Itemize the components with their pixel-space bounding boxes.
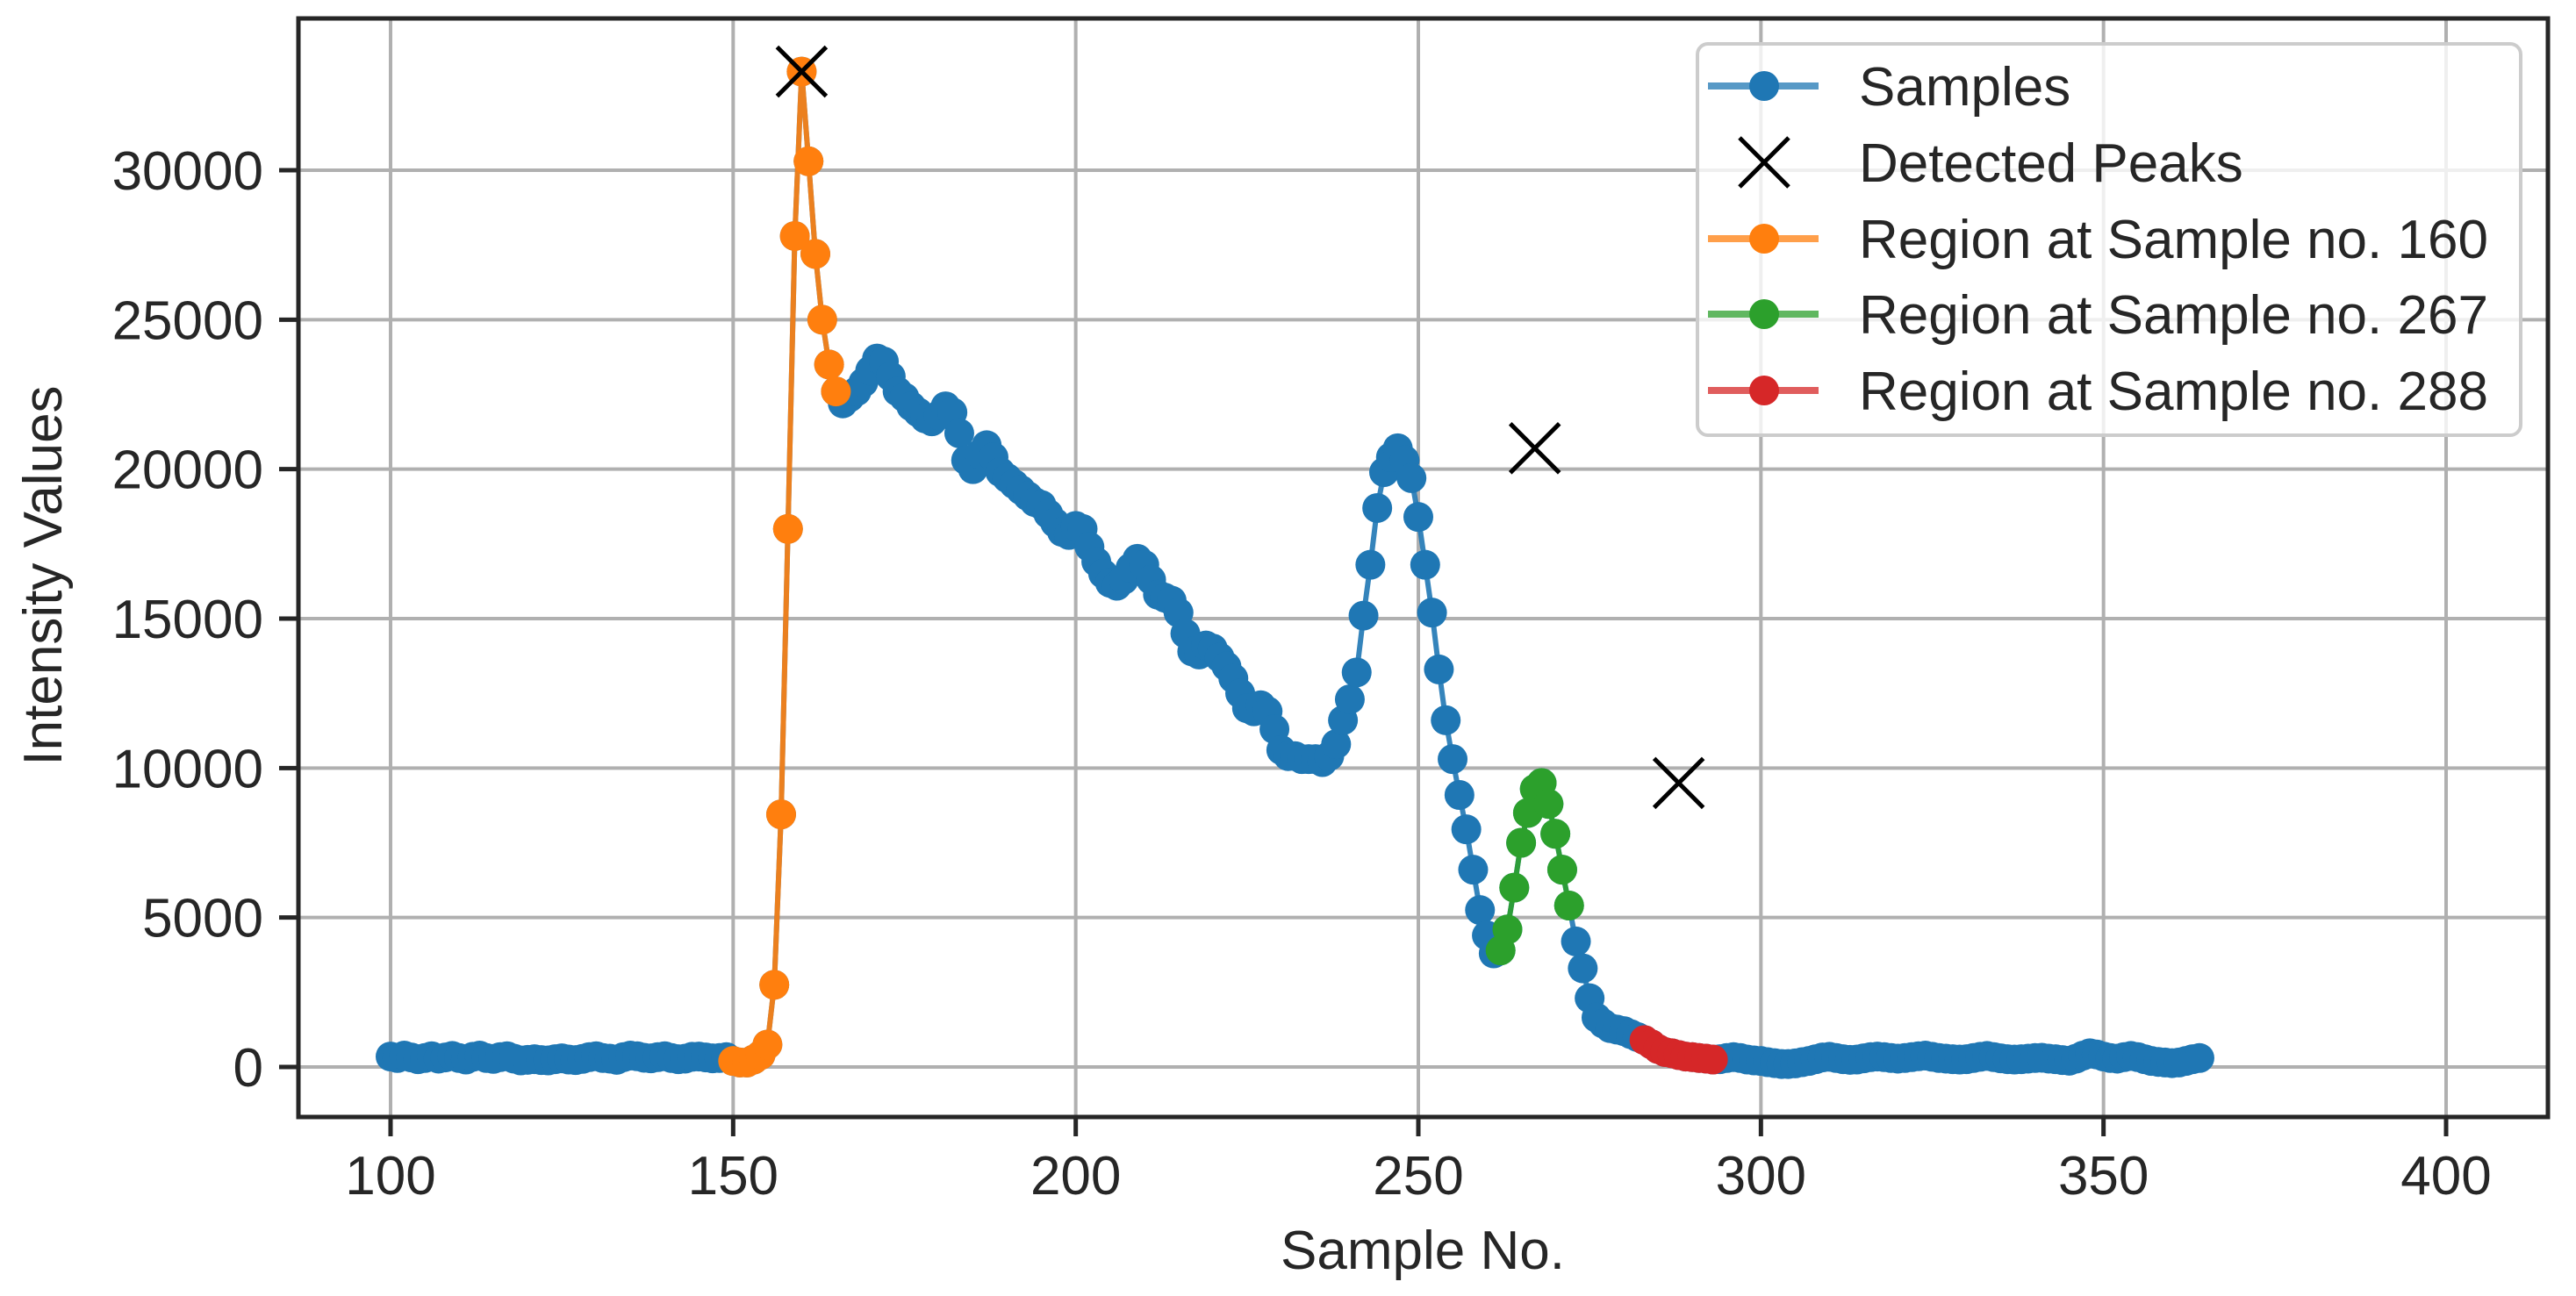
y-tick-label: 30000	[112, 141, 263, 202]
samples-series-marker	[1417, 598, 1447, 628]
region-series-2-marker	[1540, 819, 1571, 849]
plot-series	[376, 56, 2214, 1079]
x-tick-label: 350	[2058, 1146, 2149, 1206]
y-tick-label: 20000	[112, 440, 263, 501]
x-tick-label: 300	[1716, 1146, 1806, 1206]
samples-series-marker	[1451, 814, 1482, 845]
samples-series-marker	[1458, 855, 1489, 885]
samples-series-marker	[1396, 462, 1427, 493]
legend-dot-marker-icon	[1749, 376, 1779, 405]
y-tick-label: 0	[233, 1038, 263, 1099]
peak-x-marker-icon	[775, 45, 829, 98]
samples-series-marker	[1334, 684, 1365, 714]
legend-entry: Detected Peaks	[1738, 133, 2243, 194]
samples-series-marker	[1561, 926, 1591, 956]
region-series-1-marker	[793, 146, 824, 176]
legend-dot-marker-icon	[1749, 71, 1779, 101]
peak-x-marker-icon	[1652, 756, 1705, 810]
region-series-2-marker	[1499, 872, 1530, 903]
legend-entry: Samples	[1708, 57, 2070, 118]
y-tick-label: 10000	[112, 739, 263, 799]
region-series-2-marker	[1553, 891, 1584, 921]
samples-series-marker	[1465, 895, 1496, 926]
legend-label: Detected Peaks	[1859, 133, 2243, 194]
x-tick-label: 400	[2400, 1146, 2491, 1206]
x-tick-label: 100	[345, 1146, 435, 1206]
samples-series-marker	[1568, 953, 1598, 984]
legend-label: Samples	[1859, 57, 2070, 118]
region-series-1-marker	[752, 1029, 783, 1060]
y-tick-label: 5000	[142, 889, 263, 949]
legend-entry: Region at Sample no. 288	[1708, 362, 2488, 422]
axes-frame	[296, 16, 2551, 1120]
region-series-3	[1629, 1025, 1728, 1075]
region-series-1-marker	[759, 970, 790, 1000]
region-series-1-marker	[765, 799, 796, 830]
x-tick-label: 200	[1030, 1146, 1121, 1206]
legend-x-marker-icon	[1738, 136, 1790, 189]
region-series-2-marker	[1546, 855, 1577, 885]
region-series-1-marker	[772, 513, 803, 544]
legend: Samples Detected Peaks Region at Sample no…	[1696, 42, 2522, 437]
samples-series-marker	[1444, 779, 1475, 810]
y-tick-label: 15000	[112, 590, 263, 650]
samples-series-marker	[1431, 705, 1461, 735]
region-series-2	[1485, 768, 1584, 966]
samples-series-marker	[1403, 502, 1433, 533]
legend-label: Region at Sample no. 267	[1859, 285, 2488, 346]
region-series-2-marker	[1533, 789, 1564, 820]
region-series-1	[718, 56, 851, 1078]
samples-series-marker	[2184, 1042, 2214, 1073]
y-axis-label: Intensity Values	[13, 385, 74, 765]
samples-series-marker	[1341, 657, 1372, 688]
detected-peaks	[775, 45, 1705, 810]
x-axis-label: Sample No.	[1281, 1221, 1565, 1281]
legend-entry: Region at Sample no. 160	[1708, 210, 2488, 270]
peak-x-marker-icon	[1508, 422, 1561, 475]
legend-dot-marker-icon	[1749, 299, 1779, 329]
legend-box	[1696, 42, 2522, 437]
samples-series-marker	[944, 418, 974, 448]
samples-series-marker	[1348, 600, 1379, 631]
samples-series-marker	[1438, 744, 1468, 775]
legend-dot-marker-icon	[1749, 224, 1779, 254]
region-series-2-marker	[1492, 914, 1523, 945]
legend-label: Region at Sample no. 288	[1859, 362, 2488, 422]
samples-series-marker	[1410, 549, 1440, 580]
legend-entry: Region at Sample no. 267	[1708, 285, 2488, 346]
region-series-3-marker	[1697, 1044, 1728, 1075]
region-series-1-marker	[779, 220, 810, 251]
samples-series-marker	[1362, 492, 1393, 523]
region-series-1-marker	[800, 239, 831, 269]
samples-series-marker	[1424, 654, 1454, 684]
region-series-1-marker	[821, 376, 851, 407]
x-axis-ticks: 100 150 200 250 300 350 400	[345, 1117, 2492, 1206]
x-tick-label: 250	[1373, 1146, 1463, 1206]
y-axis-ticks: 0 5000 10000 15000 20000 25000 30000	[112, 141, 298, 1099]
samples-series	[376, 56, 2214, 1079]
samples-series-marker	[1321, 729, 1352, 760]
samples-series-marker	[1355, 549, 1386, 580]
x-tick-label: 150	[688, 1146, 779, 1206]
y-tick-label: 25000	[112, 290, 263, 351]
region-series-1-marker	[807, 304, 837, 335]
legend-label: Region at Sample no. 160	[1859, 210, 2488, 270]
region-series-1-marker	[814, 349, 844, 380]
region-series-2-marker	[1506, 827, 1537, 858]
